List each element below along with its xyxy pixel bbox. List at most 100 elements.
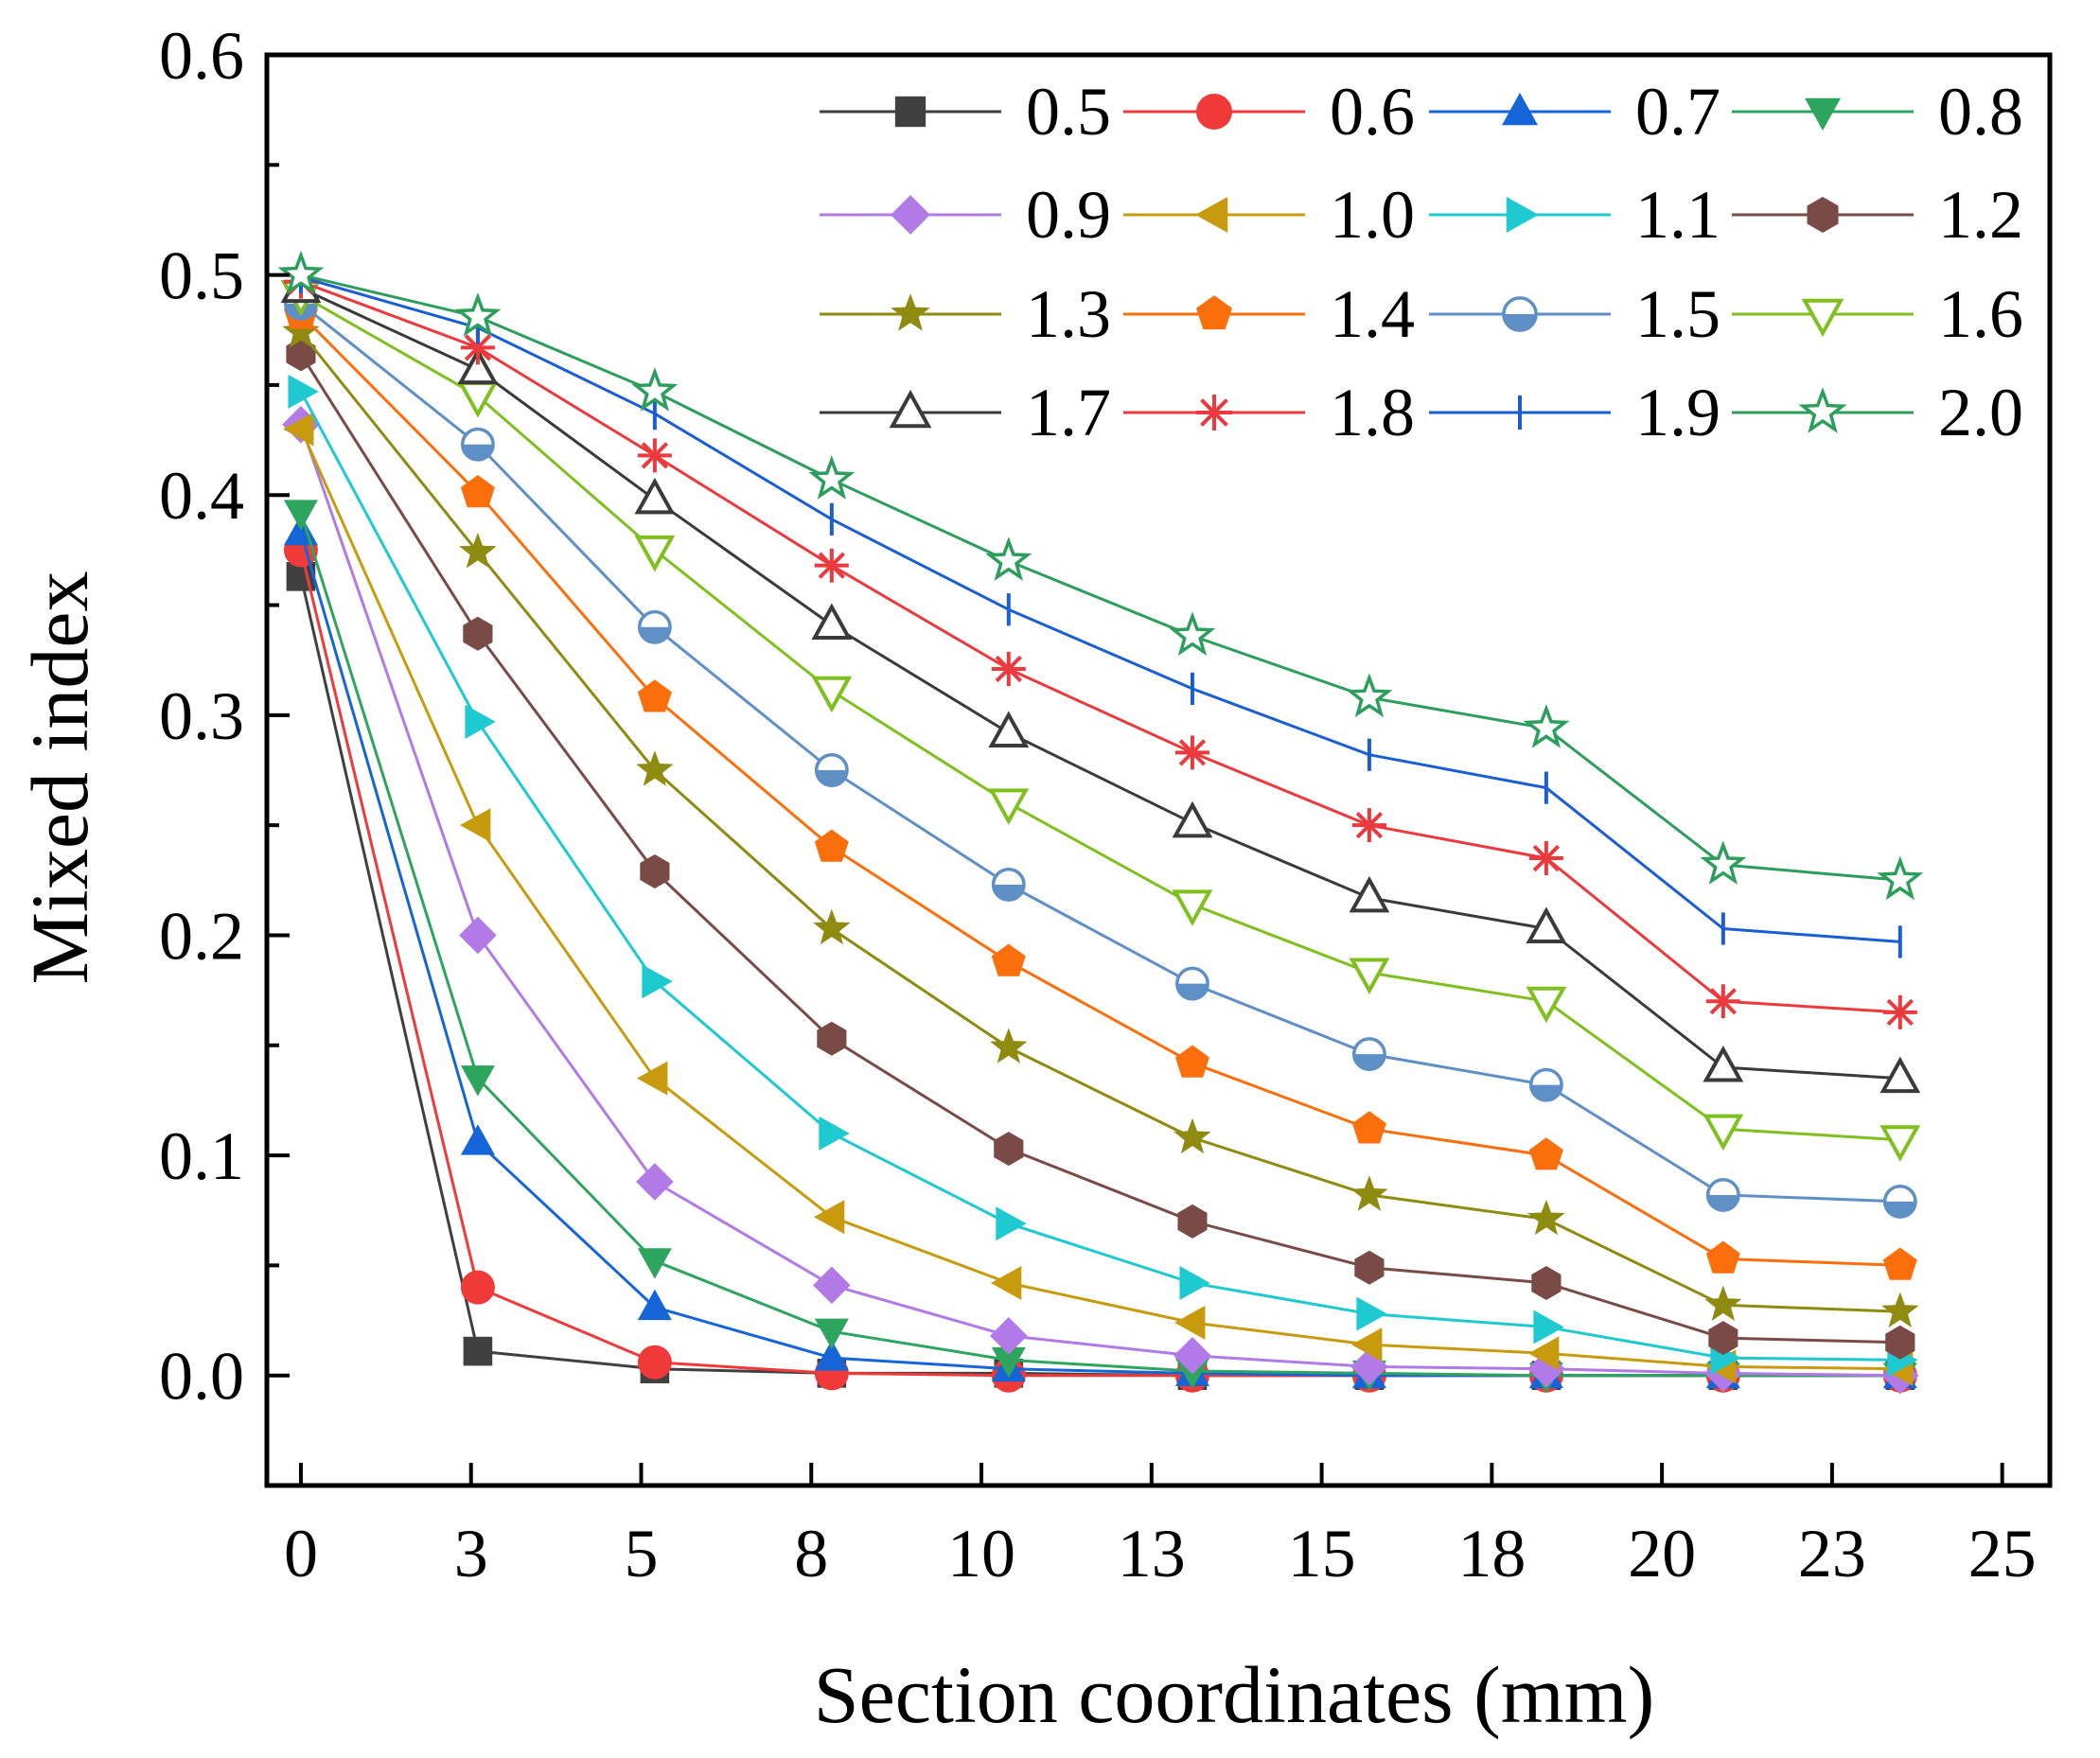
point-1.1 <box>642 964 673 999</box>
point-1.2 <box>994 1132 1024 1167</box>
point-1.4 <box>1351 1111 1386 1144</box>
point-2.0 <box>277 250 325 295</box>
legend-marker <box>889 389 932 429</box>
point-2.0 <box>631 367 679 412</box>
point-0.8 <box>460 1065 495 1097</box>
point-2.0 <box>808 455 856 500</box>
legend-label: 1.3 <box>1026 276 1111 352</box>
point-1.2 <box>1885 1325 1915 1360</box>
legend-item-0.7: 0.7 <box>1429 74 1721 149</box>
legend-marker <box>891 293 930 331</box>
point-1.6 <box>1526 986 1567 1024</box>
x-axis-title: Section coordinates (mm) <box>814 1649 1654 1740</box>
legend-label: 1.5 <box>1635 276 1721 352</box>
point-0.7 <box>637 1289 672 1321</box>
point-0.6 <box>637 1345 672 1380</box>
point-1.4 <box>991 943 1026 976</box>
legend-marker <box>1506 197 1539 233</box>
point-2.0 <box>1523 704 1570 748</box>
legend-item-0.9: 0.9 <box>820 177 1111 253</box>
point-0.8 <box>991 1346 1026 1379</box>
point-1.7 <box>634 477 676 515</box>
point-1.7 <box>988 711 1030 747</box>
legend-label: 0.8 <box>1938 74 2023 149</box>
point-1.1 <box>1179 1265 1210 1300</box>
series-line-1.5 <box>300 302 1900 1204</box>
series-line-1.7 <box>300 287 1900 1081</box>
x-tick-label: 5 <box>624 1516 658 1591</box>
x-tick-label: 18 <box>1457 1516 1526 1591</box>
point-2.0 <box>454 292 502 337</box>
point-1.8 <box>641 442 669 469</box>
series-line-1.9 <box>300 275 1900 943</box>
point-0.9 <box>990 1317 1028 1355</box>
point-0.9 <box>1174 1336 1211 1375</box>
point-1.0 <box>636 1061 668 1096</box>
series-1.2 <box>286 337 1915 1360</box>
point-1.0 <box>1174 1305 1206 1340</box>
y-tick-label: 0.2 <box>159 898 244 974</box>
point-2.0 <box>985 536 1032 581</box>
series-line-1.0 <box>299 428 1900 1371</box>
point-1.0 <box>990 1265 1022 1300</box>
point-2.0 <box>1346 673 1393 718</box>
series-line-1.6 <box>300 293 1900 1142</box>
x-tick-label: 20 <box>1628 1516 1696 1591</box>
y-axis-title: Mixed index <box>14 571 105 984</box>
series-2.0 <box>277 250 1924 901</box>
legend-label: 0.6 <box>1330 74 1415 149</box>
point-1.0 <box>460 808 491 843</box>
point-1.3 <box>459 533 497 569</box>
series-line-1.4 <box>299 313 1900 1267</box>
point-1.7 <box>1349 875 1390 913</box>
legend-marker <box>1807 197 1839 233</box>
point-1.8 <box>1178 739 1207 766</box>
legend-item-1.7: 1.7 <box>820 375 1111 450</box>
legend-marker <box>1798 387 1847 433</box>
legend-item-1.0: 1.0 <box>1123 177 1415 253</box>
point-0.9 <box>813 1266 851 1305</box>
point-1.0 <box>283 412 314 447</box>
x-tick-label: 0 <box>284 1516 318 1591</box>
legend-item-1.2: 1.2 <box>1732 177 2023 253</box>
point-1.8 <box>1886 998 1914 1027</box>
point-1.3 <box>813 908 851 945</box>
point-1.3 <box>1704 1285 1742 1321</box>
point-1.6 <box>1349 958 1390 995</box>
y-tick-label: 0.0 <box>159 1339 244 1415</box>
series-line-0.9 <box>299 424 1900 1378</box>
legend-marker <box>1801 298 1844 338</box>
point-1.6 <box>1172 889 1213 926</box>
x-tick-label: 13 <box>1118 1516 1186 1591</box>
point-1.3 <box>282 312 320 348</box>
point-1.2 <box>1531 1266 1562 1300</box>
series-line-2.0 <box>300 273 1900 882</box>
point-1.6 <box>988 788 1030 825</box>
point-1.8 <box>1355 812 1384 839</box>
legend-marker <box>1200 398 1228 427</box>
legend-label: 1.7 <box>1026 375 1111 450</box>
point-2.0 <box>1169 611 1216 657</box>
point-1.8 <box>1532 844 1561 872</box>
legend-marker <box>894 96 926 128</box>
legend-marker <box>1195 197 1228 233</box>
x-tick-label: 3 <box>454 1516 488 1591</box>
legend-item-1.5: 1.5 <box>1429 276 1721 352</box>
point-0.8 <box>283 500 318 531</box>
legend-marker <box>1502 93 1538 126</box>
y-tick-label: 0.6 <box>159 18 244 94</box>
point-1.5 <box>1707 1194 1739 1211</box>
point-1.4 <box>637 679 672 712</box>
legend-label: 0.5 <box>1026 74 1111 149</box>
legend-label: 1.1 <box>1635 177 1721 253</box>
legend-label: 1.8 <box>1330 375 1415 450</box>
legend-marker <box>1196 295 1232 330</box>
point-1.0 <box>1527 1336 1560 1371</box>
legend-item-1.6: 1.6 <box>1732 276 2023 352</box>
legend-item-1.8: 1.8 <box>1123 375 1415 450</box>
legend-label: 2.0 <box>1938 375 2023 450</box>
point-1.7 <box>457 347 499 385</box>
legend-label: 1.4 <box>1330 276 1415 352</box>
series-1.7 <box>280 266 1921 1094</box>
point-1.6 <box>1703 1114 1744 1151</box>
